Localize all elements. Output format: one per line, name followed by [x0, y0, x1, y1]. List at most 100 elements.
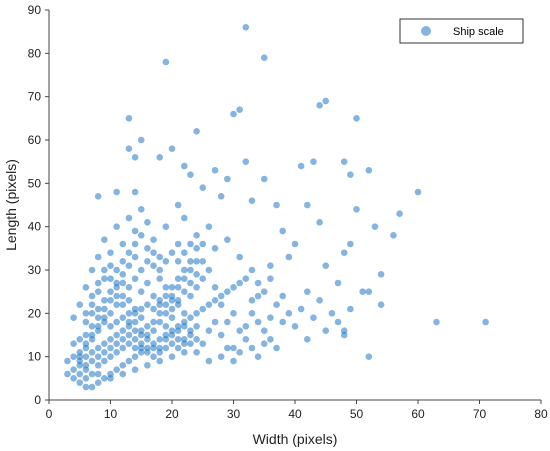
scatter-point	[205, 357, 213, 365]
scatter-point	[144, 362, 151, 369]
scatter-point	[119, 336, 127, 343]
scatter-point	[267, 336, 274, 343]
scatter-point	[137, 314, 145, 321]
scatter-point	[224, 344, 231, 352]
scatter-point	[205, 266, 213, 274]
scatter-point	[193, 271, 200, 278]
scatter-point	[88, 301, 96, 308]
scatter-point	[131, 253, 139, 261]
scatter-point	[125, 214, 133, 222]
scatter-point	[119, 301, 127, 308]
scatter-point	[193, 232, 200, 239]
scatter-point	[144, 245, 151, 252]
scatter-point	[156, 297, 163, 304]
y-tick-label: 80	[28, 46, 42, 60]
scatter-point	[150, 344, 157, 352]
scatter-point	[199, 184, 207, 191]
scatter-point	[107, 310, 114, 317]
scatter-point	[371, 223, 379, 230]
scatter-point	[181, 310, 188, 317]
scatter-point	[113, 349, 120, 356]
legend: Ship scale	[399, 18, 524, 44]
scatter-point	[365, 167, 373, 174]
scatter-point	[131, 154, 139, 161]
scatter-point	[113, 292, 120, 300]
scatter-point	[125, 318, 133, 326]
scatter-point	[168, 353, 176, 360]
scatter-point	[150, 318, 157, 326]
scatter-point	[113, 340, 120, 347]
scatter-point	[482, 318, 489, 326]
scatter-point	[144, 323, 151, 330]
scatter-point	[64, 370, 71, 378]
scatter-point	[187, 240, 194, 248]
scatter-point	[168, 297, 176, 304]
scatter-point	[119, 370, 127, 378]
scatter-point	[70, 366, 77, 373]
scatter-point	[162, 301, 170, 308]
scatter-point	[113, 331, 120, 339]
scatter-point	[377, 301, 385, 308]
scatter-point	[101, 357, 108, 365]
scatter-point	[316, 297, 323, 304]
scatter-point	[291, 323, 299, 330]
scatter-point	[242, 336, 250, 343]
scatter-point	[162, 58, 170, 66]
scatter-point	[107, 262, 114, 269]
scatter-point	[224, 175, 231, 183]
scatter-point	[297, 305, 305, 313]
y-tick-label: 20	[28, 306, 42, 320]
x-tick-group: 0 10 20 30 40 50 60 70 80	[46, 400, 548, 421]
y-tick-label: 50	[28, 176, 42, 190]
scatter-point	[156, 266, 163, 274]
scatter-point	[125, 145, 133, 152]
scatter-point	[168, 145, 176, 152]
scatter-point	[76, 336, 84, 343]
scatter-point	[248, 297, 256, 304]
scatter-point	[211, 297, 219, 304]
scatter-point	[174, 327, 182, 334]
scatter-point	[162, 323, 170, 330]
scatter-point	[279, 292, 287, 300]
scatter-point	[88, 323, 96, 330]
scatter-point	[230, 344, 237, 352]
x-tick-label: 70	[473, 407, 487, 421]
scatter-point	[310, 158, 317, 165]
scatter-point	[150, 292, 157, 300]
scatter-point	[181, 349, 188, 356]
scatter-point	[119, 240, 127, 248]
x-tick-label: 50	[350, 407, 364, 421]
scatter-point	[131, 344, 139, 352]
scatter-point	[156, 253, 163, 261]
scatter-point	[101, 275, 108, 282]
scatter-point	[125, 310, 133, 317]
scatter-point	[187, 258, 194, 265]
x-axis-title: Width (pixels)	[253, 431, 338, 447]
scatter-point	[94, 379, 102, 386]
scatter-point	[113, 301, 120, 308]
scatter-point	[285, 310, 293, 317]
scatter-point	[156, 336, 163, 343]
scatter-point	[119, 314, 127, 321]
scatter-point	[70, 375, 77, 382]
scatter-point	[254, 353, 262, 360]
y-tick-label: 30	[28, 263, 42, 277]
scatter-point	[101, 266, 108, 274]
scatter-point	[88, 266, 96, 274]
scatter-point	[260, 327, 268, 334]
scatter-point	[211, 284, 219, 291]
scatter-point	[340, 158, 348, 165]
scatter-point	[119, 279, 127, 287]
scatter-point	[162, 336, 170, 343]
scatter-point	[433, 318, 440, 326]
scatter-point	[94, 305, 102, 313]
scatter-point	[70, 353, 77, 360]
scatter-point	[150, 327, 157, 334]
scatter-point	[174, 240, 182, 248]
scatter-point	[353, 115, 360, 122]
scatter-point	[107, 249, 114, 256]
scatter-point	[174, 275, 182, 282]
scatter-point	[125, 262, 133, 269]
scatter-point	[181, 336, 188, 343]
scatter-point	[137, 206, 145, 213]
